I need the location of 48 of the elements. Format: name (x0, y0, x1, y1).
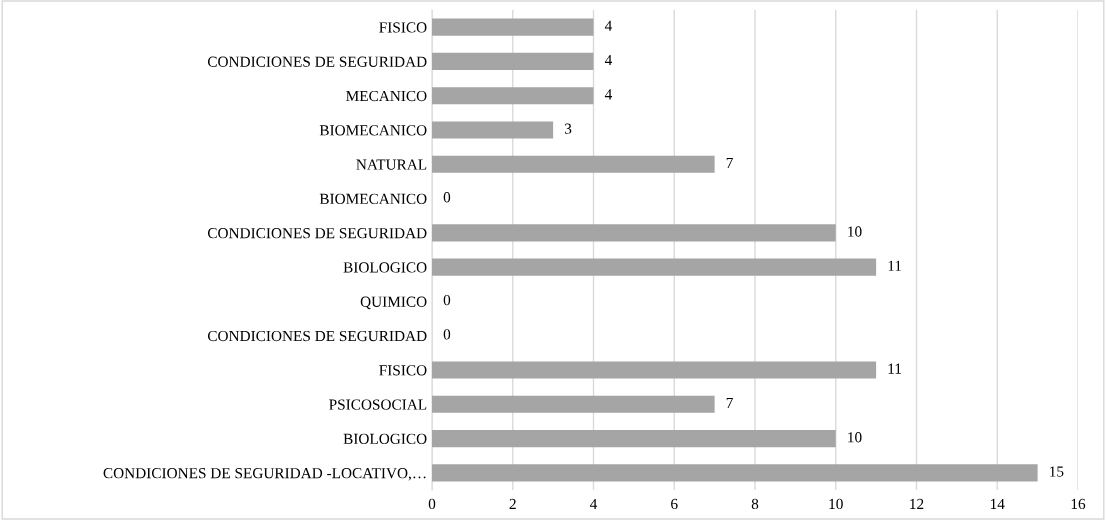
y-tick-label: BIOMECANICO (319, 125, 427, 136)
x-tick-label: 16 (1071, 498, 1086, 510)
y-tick-label: CONDICIONES DE SEGURIDAD (207, 228, 427, 239)
data-label: 4 (604, 20, 613, 31)
x-tick-label: 12 (910, 498, 924, 509)
bar (432, 18, 594, 36)
data-label: 0 (443, 329, 451, 340)
x-tick-label: 0 (428, 498, 436, 510)
x-tick-label: 2 (509, 498, 516, 509)
x-tick-label: 6 (671, 498, 678, 510)
y-tick-label: FISICO (379, 22, 427, 33)
x-tick-label: 8 (751, 498, 759, 510)
data-label: 0 (443, 294, 451, 306)
data-label: 7 (726, 397, 733, 408)
y-tick-label: MECANICO (346, 90, 427, 102)
x-tick-label: 10 (829, 498, 843, 510)
bar (432, 155, 715, 173)
y-tick-label: PSICOSOCIAL (329, 399, 427, 410)
data-label: 7 (726, 157, 733, 168)
bar (432, 121, 554, 139)
y-tick-label: NATURAL (356, 159, 427, 170)
x-tick-label: 4 (589, 498, 598, 509)
bar (432, 52, 594, 70)
y-tick-label: FISICO (379, 365, 427, 376)
bar (432, 464, 1038, 482)
y-tick-label: CONDICIONES DE SEGURIDAD -LOCATIVO,… (103, 468, 426, 481)
data-label: 11 (888, 363, 902, 374)
bar (432, 430, 836, 448)
data-label: 10 (848, 226, 862, 237)
y-tick-label: BIOLOGICO (343, 433, 427, 445)
data-label: 3 (564, 123, 572, 134)
x-tick-label: 14 (990, 498, 1005, 509)
data-label: 10 (848, 432, 862, 443)
bar (432, 87, 594, 105)
y-tick-label: BIOMECANICO (319, 193, 427, 205)
data-label: 15 (1050, 466, 1064, 477)
bar (432, 224, 836, 242)
data-label: 4 (604, 89, 613, 100)
y-tick-label: CONDICIONES DE SEGURIDAD (207, 330, 427, 342)
data-label: 0 (443, 192, 451, 203)
bar (432, 395, 715, 413)
bar (432, 258, 877, 276)
y-tick-label: QUIMICO (360, 296, 427, 310)
y-tick-label: CONDICIONES DE SEGURIDAD (207, 56, 427, 67)
data-label: 11 (888, 260, 902, 271)
bar (432, 361, 877, 379)
data-label: 4 (604, 55, 613, 66)
y-tick-label: BIOLOGICO (343, 262, 427, 273)
